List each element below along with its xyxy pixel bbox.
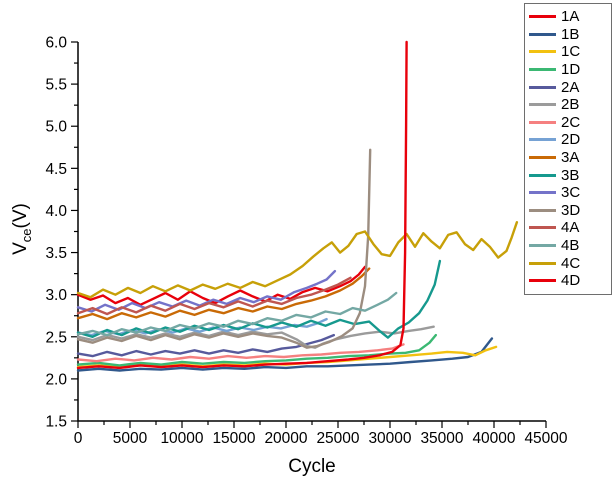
legend-item-1D: 1D <box>529 61 608 79</box>
x-tick-label: 25000 <box>316 430 359 447</box>
legend-item-4D: 4D <box>529 272 608 290</box>
series-line-2A <box>76 333 335 358</box>
x-tick-label: 5000 <box>113 430 148 447</box>
legend-label-2D: 2D <box>561 131 581 149</box>
y-axis-title-main: V <box>10 242 31 255</box>
legend-label-4B: 4B <box>561 237 580 255</box>
y-axis-title-sub: ce <box>18 228 34 243</box>
legend-item-2A: 2A <box>529 78 608 96</box>
legend-swatch-1B <box>529 32 556 36</box>
x-tick-label: 15000 <box>212 430 255 447</box>
legend-swatch-4D <box>529 279 556 283</box>
y-tick-label: 4.0 <box>45 203 67 220</box>
legend-label-2C: 2C <box>561 113 581 131</box>
series-line-4D <box>76 40 408 370</box>
legend-label-3B: 3B <box>561 166 580 184</box>
x-tick-label: 45000 <box>524 430 567 447</box>
legend-label-3C: 3C <box>561 184 581 202</box>
legend-swatch-3C <box>529 191 556 195</box>
y-tick-label: 2.0 <box>45 371 67 388</box>
legend-item-1A: 1A <box>529 8 608 26</box>
legend-swatch-3B <box>529 173 556 177</box>
series-line-3B <box>76 259 442 339</box>
series-line-3A <box>76 267 371 321</box>
x-tick-label: 0 <box>74 430 83 447</box>
series-line-1B <box>76 337 494 372</box>
legend-label-2B: 2B <box>561 96 580 114</box>
legend-swatch-2C <box>529 120 556 124</box>
legend-swatch-3D <box>529 208 556 212</box>
series-line-3C <box>76 269 337 313</box>
legend-item-2B: 2B <box>529 96 608 114</box>
legend-item-4A: 4A <box>529 219 608 237</box>
legend-swatch-2B <box>529 103 556 107</box>
y-tick-label: 3.5 <box>45 245 67 262</box>
series-line-1D <box>76 333 437 367</box>
legend-item-3B: 3B <box>529 166 608 184</box>
legend-item-4C: 4C <box>529 254 608 272</box>
legend-swatch-1A <box>529 15 556 19</box>
legend-label-1A: 1A <box>561 8 580 26</box>
x-tick-label: 10000 <box>160 430 203 447</box>
legend-swatch-4B <box>529 244 556 248</box>
y-axis-title: Vce(V) <box>10 184 34 274</box>
y-tick-label: 3.0 <box>45 287 67 304</box>
legend-label-1D: 1D <box>561 61 581 79</box>
legend-label-4A: 4A <box>561 219 580 237</box>
legend-box: 1A 1B 1C 1D 2A 2B 2C 2D 3A 3B 3C 3D 4A 4B 4C 4D <box>524 3 612 295</box>
legend-swatch-2D <box>529 138 556 142</box>
series-line-2B <box>76 325 435 349</box>
legend-swatch-3A <box>529 156 556 160</box>
legend-swatch-4C <box>529 261 556 265</box>
y-tick-label: 2.5 <box>45 329 67 346</box>
legend-label-3D: 3D <box>561 201 581 219</box>
x-tick-label: 35000 <box>420 430 463 447</box>
legend-swatch-1D <box>529 68 556 72</box>
series-line-4A <box>76 276 352 316</box>
x-tick-label: 20000 <box>264 430 307 447</box>
y-axis-title-unit: (V) <box>10 203 31 229</box>
y-tick-label: 6.0 <box>45 35 67 52</box>
x-tick-label: 30000 <box>368 430 411 447</box>
legend-label-1C: 1C <box>561 43 581 61</box>
legend-item-2C: 2C <box>529 114 608 132</box>
legend-label-2A: 2A <box>561 78 580 96</box>
legend-label-3A: 3A <box>561 149 580 167</box>
series-line-1A <box>76 265 367 306</box>
series-line-2C <box>76 343 405 363</box>
series-line-3D <box>76 148 372 349</box>
legend-swatch-2A <box>529 85 556 89</box>
legend-item-2D: 2D <box>529 131 608 149</box>
legend-item-1C: 1C <box>529 43 608 61</box>
legend-swatch-1C <box>529 50 556 54</box>
series-line-4C <box>76 220 519 299</box>
x-axis-title: Cycle <box>288 456 336 477</box>
y-tick-label: 1.5 <box>45 414 67 431</box>
legend-swatch-4A <box>529 226 556 230</box>
legend-item-1B: 1B <box>529 26 608 44</box>
legend-item-3D: 3D <box>529 202 608 220</box>
legend-label-4D: 4D <box>561 272 581 290</box>
y-tick-label: 5.5 <box>45 77 67 94</box>
legend-item-4B: 4B <box>529 237 608 255</box>
series-line-4B <box>76 291 398 337</box>
legend-item-3A: 3A <box>529 149 608 167</box>
y-tick-label: 4.5 <box>45 161 67 178</box>
legend-item-3C: 3C <box>529 184 608 202</box>
legend-label-4C: 4C <box>561 254 581 272</box>
y-tick-label: 5.0 <box>45 119 67 136</box>
x-tick-label: 40000 <box>472 430 515 447</box>
legend-label-1B: 1B <box>561 25 580 43</box>
